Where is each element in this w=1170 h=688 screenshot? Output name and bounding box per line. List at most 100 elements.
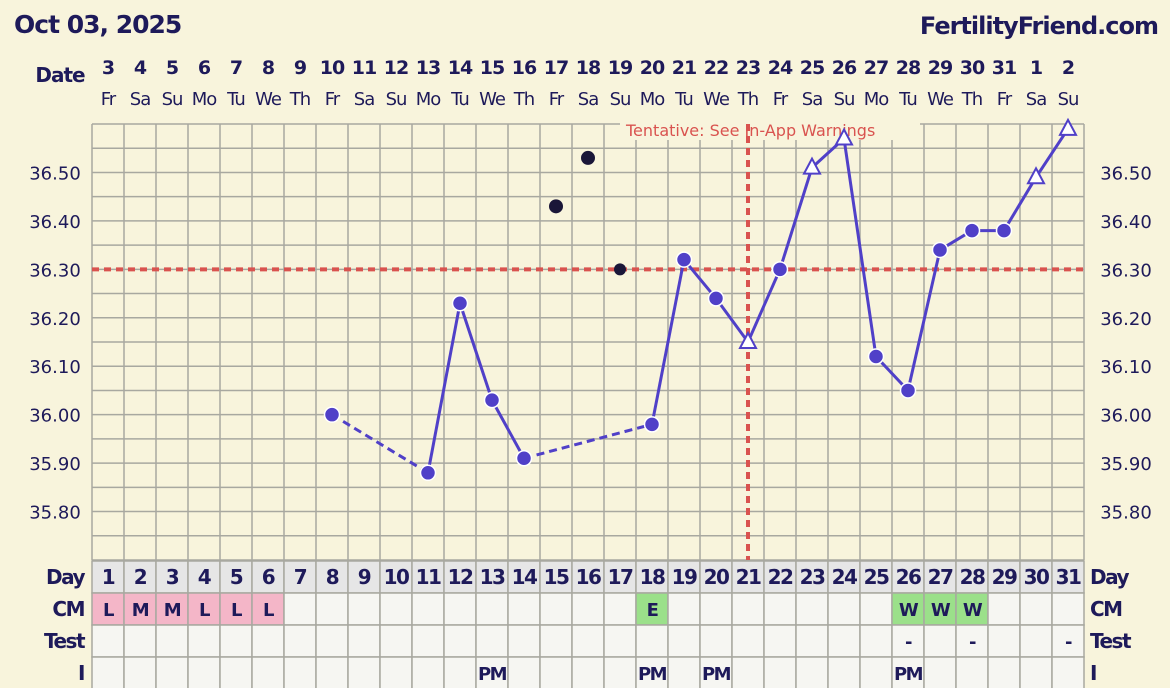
cell-cm xyxy=(859,592,893,626)
cell-value-day: 5 xyxy=(230,565,243,589)
y-tick-right: 36.20 xyxy=(1100,309,1152,330)
cell-value-day: 13 xyxy=(480,565,505,589)
y-tick-left: 36.40 xyxy=(29,212,81,233)
cell-value-test: - xyxy=(1065,632,1072,653)
date-tick: 15 xyxy=(480,57,504,79)
cell-i xyxy=(955,656,989,688)
cell-i xyxy=(603,656,637,688)
date-tick: 10 xyxy=(320,57,345,79)
cell-value-cm: L xyxy=(263,600,274,621)
y-tick-right: 35.90 xyxy=(1100,454,1152,475)
weekday-tick: Su xyxy=(162,89,183,110)
date-tick: 7 xyxy=(230,57,242,79)
cell-value-cm: W xyxy=(931,600,951,621)
cell-cm xyxy=(795,592,829,626)
temperature-line-segment xyxy=(842,138,878,357)
date-tick: 24 xyxy=(768,57,793,79)
weekday-tick: Mo xyxy=(864,89,890,110)
cell-value-day: 9 xyxy=(358,565,371,589)
weekday-tick: Fr xyxy=(997,89,1013,110)
temperature-triangle-point xyxy=(1058,117,1078,136)
cell-cm xyxy=(827,592,861,626)
cell-day xyxy=(731,560,765,594)
cell-i xyxy=(379,656,413,688)
cell-test xyxy=(635,624,669,658)
cell-i xyxy=(347,656,381,688)
cell-value-cm: W xyxy=(963,600,983,621)
date-tick: 21 xyxy=(672,57,696,79)
weekday-tick: Su xyxy=(386,89,407,110)
cell-i xyxy=(827,656,861,688)
cell-cm xyxy=(283,592,317,626)
cell-day xyxy=(667,560,701,594)
cell-cm xyxy=(923,592,957,626)
cell-i xyxy=(315,656,349,688)
cell-day xyxy=(571,560,605,594)
date-tick: 22 xyxy=(704,57,728,79)
cell-cm xyxy=(379,592,413,626)
cell-test xyxy=(987,624,1021,658)
temperature-line-segment xyxy=(714,297,750,343)
cell-value-i: PM xyxy=(702,664,731,685)
cell-value-day: 12 xyxy=(448,565,473,589)
date-tick: 26 xyxy=(832,57,857,79)
cell-test xyxy=(859,624,893,658)
temperature-line-segment xyxy=(331,413,429,475)
discarded-temperature-point xyxy=(614,263,626,276)
cell-cm xyxy=(411,592,445,626)
temperature-line-segment xyxy=(746,268,782,343)
temperature-point xyxy=(515,450,533,467)
cell-value-i: PM xyxy=(638,664,667,685)
cell-test xyxy=(379,624,413,658)
weekday-tick: Fr xyxy=(773,89,789,110)
cell-cm xyxy=(475,592,509,626)
cell-test xyxy=(187,624,221,658)
row-label-cm: CM xyxy=(52,597,84,621)
row-label-right-test: Test xyxy=(1090,629,1132,653)
cell-value-day: 16 xyxy=(576,565,601,589)
cell-value-cm: L xyxy=(103,600,114,621)
cell-cm xyxy=(347,592,381,626)
cell-cm xyxy=(763,592,797,626)
weekday-tick: Fr xyxy=(101,89,117,110)
y-tick-left: 35.80 xyxy=(29,503,81,524)
date-tick: 29 xyxy=(928,57,952,79)
cell-cm xyxy=(315,592,349,626)
cell-cm xyxy=(507,592,541,626)
weekday-tick: Tu xyxy=(898,89,917,110)
cell-test xyxy=(443,624,477,658)
temperature-line-segment xyxy=(1002,176,1038,232)
temperature-point xyxy=(867,348,885,365)
date-tick: 11 xyxy=(352,57,376,79)
cell-value-i: PM xyxy=(478,664,507,685)
chart-date: Oct 03, 2025 xyxy=(14,10,182,39)
cell-value-day: 26 xyxy=(896,565,921,589)
row-label-i: I xyxy=(78,661,84,685)
date-tick: 25 xyxy=(800,57,824,79)
cell-value-day: 24 xyxy=(832,565,857,589)
cell-cm xyxy=(155,592,189,626)
temperature-triangle-point xyxy=(834,127,854,146)
cell-test xyxy=(507,624,541,658)
cell-i xyxy=(667,656,701,688)
temperature-triangle-point xyxy=(1026,166,1046,185)
y-tick-right: 36.00 xyxy=(1100,406,1152,427)
cell-value-day: 14 xyxy=(512,565,537,589)
cell-day xyxy=(1051,560,1085,594)
cell-cm xyxy=(571,592,605,626)
weekday-tick: Tu xyxy=(450,89,469,110)
cell-day xyxy=(827,560,861,594)
cell-value-day: 30 xyxy=(1024,565,1049,589)
cell-cm xyxy=(1019,592,1053,626)
cell-value-day: 23 xyxy=(800,565,825,589)
cell-i xyxy=(1019,656,1053,688)
cell-value-day: 7 xyxy=(294,565,307,589)
date-tick: 18 xyxy=(576,57,601,79)
weekday-tick: Th xyxy=(961,89,982,110)
cell-test xyxy=(539,624,573,658)
cell-test xyxy=(763,624,797,658)
cell-i xyxy=(859,656,893,688)
cell-day xyxy=(987,560,1021,594)
cell-test xyxy=(923,624,957,658)
